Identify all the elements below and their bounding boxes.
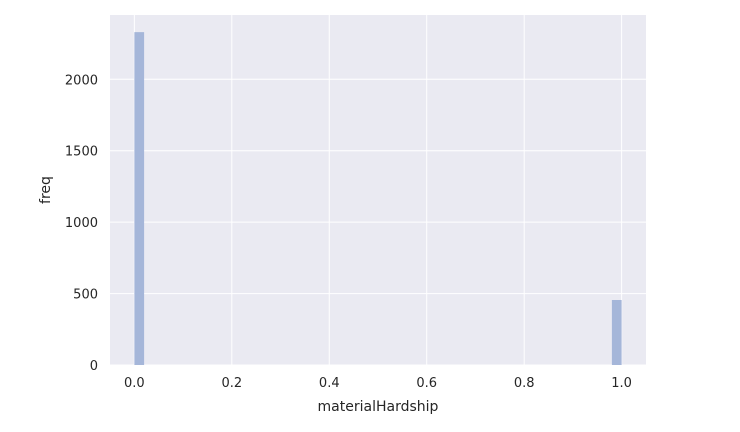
y-tick-label: 500 (73, 288, 98, 303)
x-tick-labels: 0.0 0.2 0.4 0.6 0.8 1.0 (124, 376, 632, 391)
grid-lines (110, 15, 646, 366)
x-tick-label: 1.0 (611, 376, 632, 391)
histogram-bar (611, 300, 622, 365)
x-tick-label: 0.8 (514, 376, 535, 391)
x-tick-label: 0.4 (319, 376, 340, 391)
y-tick-label: 1000 (65, 216, 98, 231)
histogram-bar (134, 32, 145, 366)
bars (134, 32, 622, 366)
y-tick-label: 0 (90, 359, 98, 374)
x-tick-label: 0.6 (416, 376, 437, 391)
plot-area (110, 15, 646, 365)
y-tick-labels: 0 500 1000 1500 2000 (65, 73, 98, 374)
y-tick-label: 2000 (65, 73, 98, 88)
x-tick-label: 0.0 (124, 376, 145, 391)
y-tick-label: 1500 (65, 145, 98, 160)
y-axis-label: freq (38, 176, 54, 204)
x-axis-label: materialHardship (318, 399, 439, 415)
x-tick-label: 0.2 (221, 376, 242, 391)
